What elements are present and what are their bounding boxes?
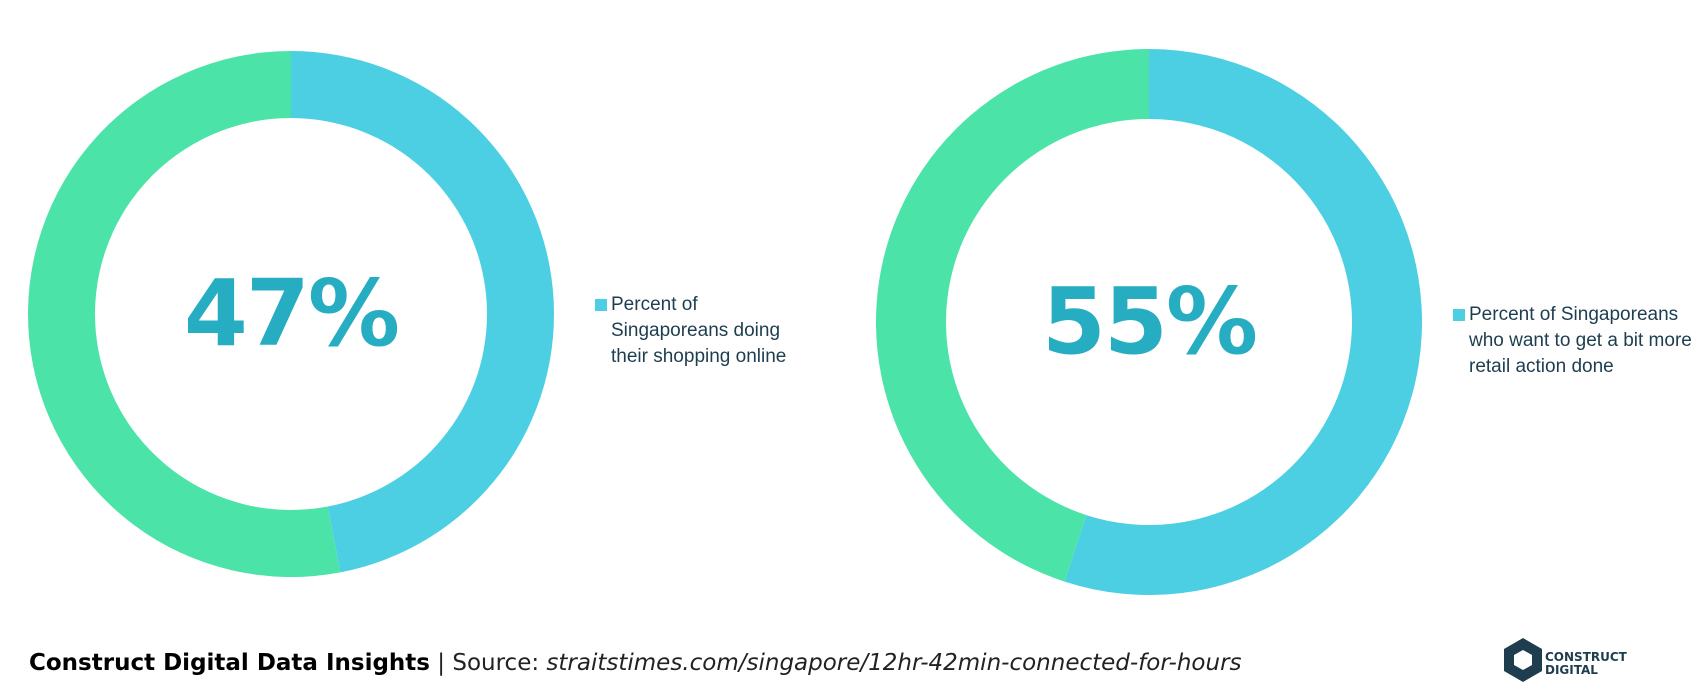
donut-segment [1064,49,1423,595]
logo-text: DIGITAL [1545,663,1598,677]
legend-swatch [1453,309,1465,321]
footer: Construct Digital Data Insights | Source… [29,650,1242,676]
center-label: 55% [1041,268,1258,375]
logo: CONSTRUCT DIGITAL [1545,651,1627,677]
legend-label: Percent of Singaporeans who want to get … [1469,304,1692,377]
legend-label: Percent of Singaporeans doing their shop… [611,294,787,367]
donut-segment [27,51,341,578]
source: straitstimes.com/singapore/12hr-42min-co… [546,650,1242,676]
donut-segment [291,51,554,573]
logo-text: CONSTRUCT [1545,650,1627,664]
source-label: | Source: [437,650,540,676]
brand: Construct Digital Data Insights [29,650,430,676]
donut-segment [876,49,1149,582]
center-label: 47% [183,260,400,367]
legend-swatch [595,299,607,311]
logo-mark [1504,638,1542,682]
